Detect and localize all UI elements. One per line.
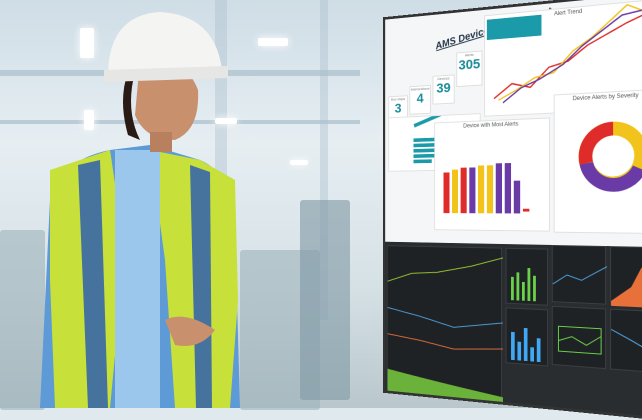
grid-tile bbox=[551, 306, 607, 370]
kpi-card: Intersections 4 bbox=[409, 84, 431, 115]
most-alerts-panel: Device with Most Alerts bbox=[434, 117, 550, 232]
dashboard-bottom bbox=[385, 242, 642, 417]
woman-engineer bbox=[40, 12, 240, 408]
sparkline-tile bbox=[552, 245, 606, 306]
area-tile bbox=[610, 246, 642, 309]
kpi-card: Alerts 305 bbox=[456, 50, 483, 88]
kpi-card: Devices 39 bbox=[432, 74, 455, 105]
trend-tile bbox=[610, 309, 642, 374]
line-tile bbox=[387, 245, 502, 403]
green-bars-tile bbox=[505, 248, 549, 307]
blue-bars-tile bbox=[505, 307, 549, 367]
severity-panel: Device Alerts by Severity bbox=[553, 88, 642, 235]
